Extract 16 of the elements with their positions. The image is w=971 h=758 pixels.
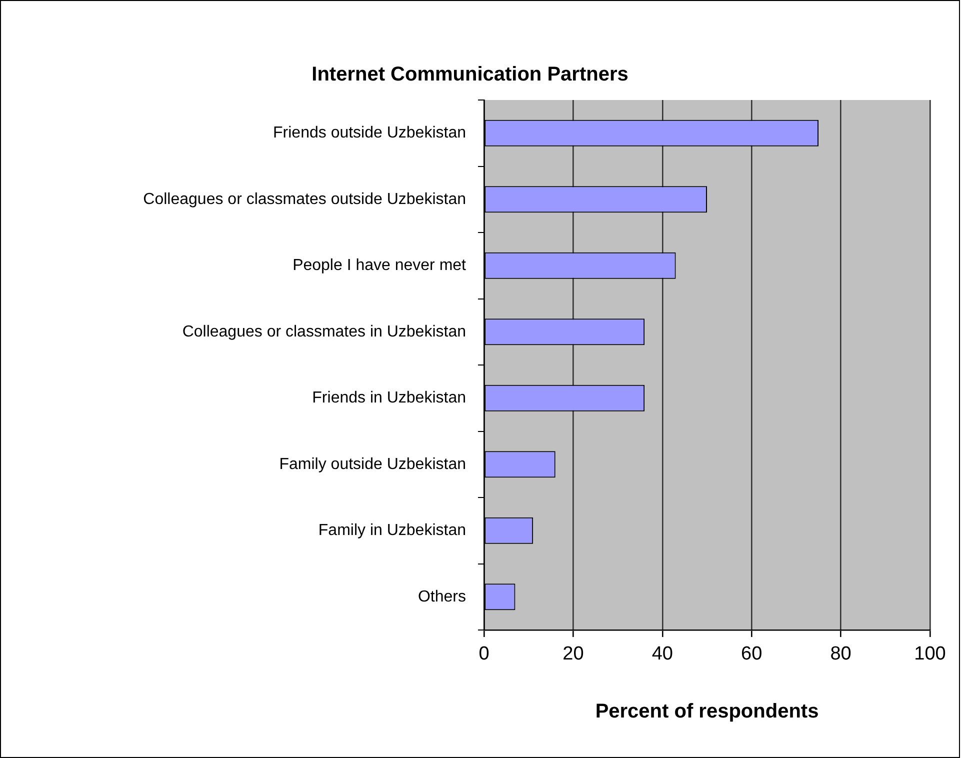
- y-tick-label: Colleagues or classmates outside Uzbekistan: [143, 190, 466, 208]
- x-tick-label: 0: [478, 644, 490, 665]
- y-tick-label: Others: [418, 588, 466, 606]
- x-tick-label: 100: [914, 644, 946, 665]
- x-tick-label: 80: [830, 644, 852, 665]
- y-tick-label: People I have never met: [292, 257, 467, 274]
- x-tick-label: 60: [741, 644, 762, 665]
- x-tick-label: 20: [562, 644, 584, 665]
- y-tick-label: Friends outside Uzbekistan: [273, 124, 466, 142]
- y-tick-label: Family in Uzbekistan: [318, 522, 466, 540]
- chart-title: Internet Communication Partners: [312, 64, 628, 86]
- y-tick-label: Friends in Uzbekistan: [312, 390, 466, 407]
- x-axis-title: Percent of respondents: [595, 700, 819, 723]
- y-tick-label: Family outside Uzbekistan: [279, 456, 466, 473]
- y-tick-label: Colleagues or classmates in Uzbekistan: [182, 323, 466, 340]
- x-tick-label: 40: [652, 644, 673, 665]
